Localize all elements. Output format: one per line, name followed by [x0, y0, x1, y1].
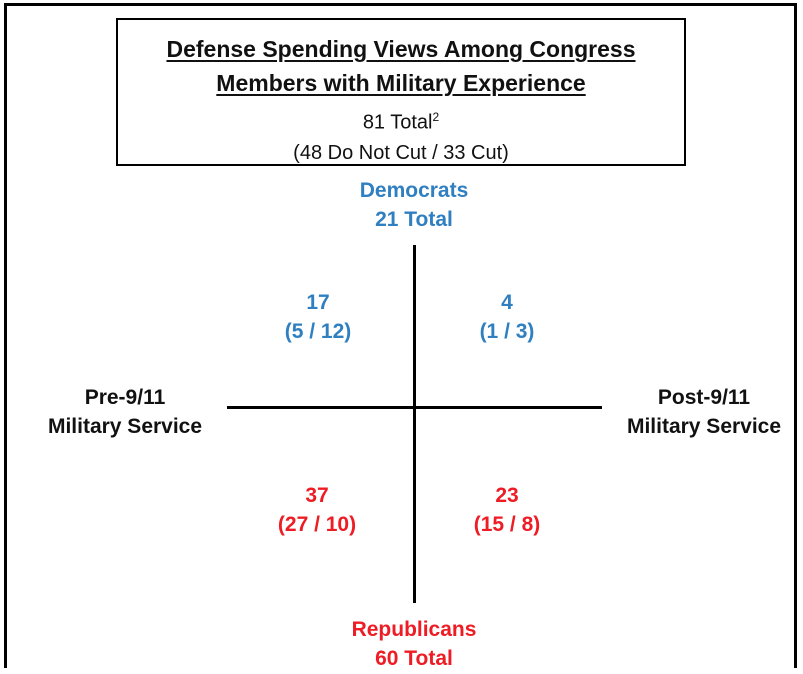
quadrant-top-right-total: 4: [501, 291, 513, 314]
quadrant-top-left-total: 17: [306, 291, 330, 314]
quadrant-bottom-right-split: (15 / 8): [473, 513, 541, 536]
post-911-subtitle: Military Service: [626, 415, 782, 438]
pre-911-label: Pre-9/11 Military Service: [30, 383, 220, 441]
title-box: Defense Spending Views Among Congress Me…: [116, 18, 686, 166]
democrats-label: Democrats 21 Total: [314, 176, 514, 234]
republicans-title: Republicans: [351, 618, 477, 641]
quadrant-bottom-right: 23 (15 / 8): [437, 481, 577, 539]
pre-911-title: Pre-9/11: [84, 386, 166, 409]
quadrant-top-right-split: (1 / 3): [479, 320, 535, 343]
quadrant-top-left: 17 (5 / 12): [248, 288, 388, 346]
total-text: 81 Total: [362, 111, 433, 134]
quadrant-bottom-left-split: (27 / 10): [277, 513, 357, 536]
total-count: 81 Total2: [118, 102, 684, 138]
republicans-total: 60 Total: [375, 647, 453, 670]
democrats-total: 21 Total: [375, 208, 453, 231]
quadrant-bottom-left: 37 (27 / 10): [247, 481, 387, 539]
total-breakdown: (48 Do Not Cut / 33 Cut): [293, 141, 509, 164]
title-line-2: Members with Military Experience: [216, 70, 586, 96]
outer-frame: [4, 3, 797, 668]
pre-911-subtitle: Military Service: [47, 415, 203, 438]
vertical-axis: [413, 245, 416, 603]
title-line-1: Defense Spending Views Among Congress: [166, 36, 636, 62]
post-911-title: Post-9/11: [657, 386, 751, 409]
republicans-label: Republicans 60 Total: [314, 615, 514, 673]
quadrant-top-right: 4 (1 / 3): [437, 288, 577, 346]
quadrant-bottom-right-total: 23: [495, 484, 519, 507]
footnote-marker: 2: [432, 110, 440, 124]
post-911-label: Post-9/11 Military Service: [608, 383, 800, 441]
quadrant-bottom-left-total: 37: [305, 484, 329, 507]
horizontal-axis: [227, 406, 602, 409]
democrats-title: Democrats: [359, 179, 469, 202]
quadrant-top-left-split: (5 / 12): [284, 320, 352, 343]
